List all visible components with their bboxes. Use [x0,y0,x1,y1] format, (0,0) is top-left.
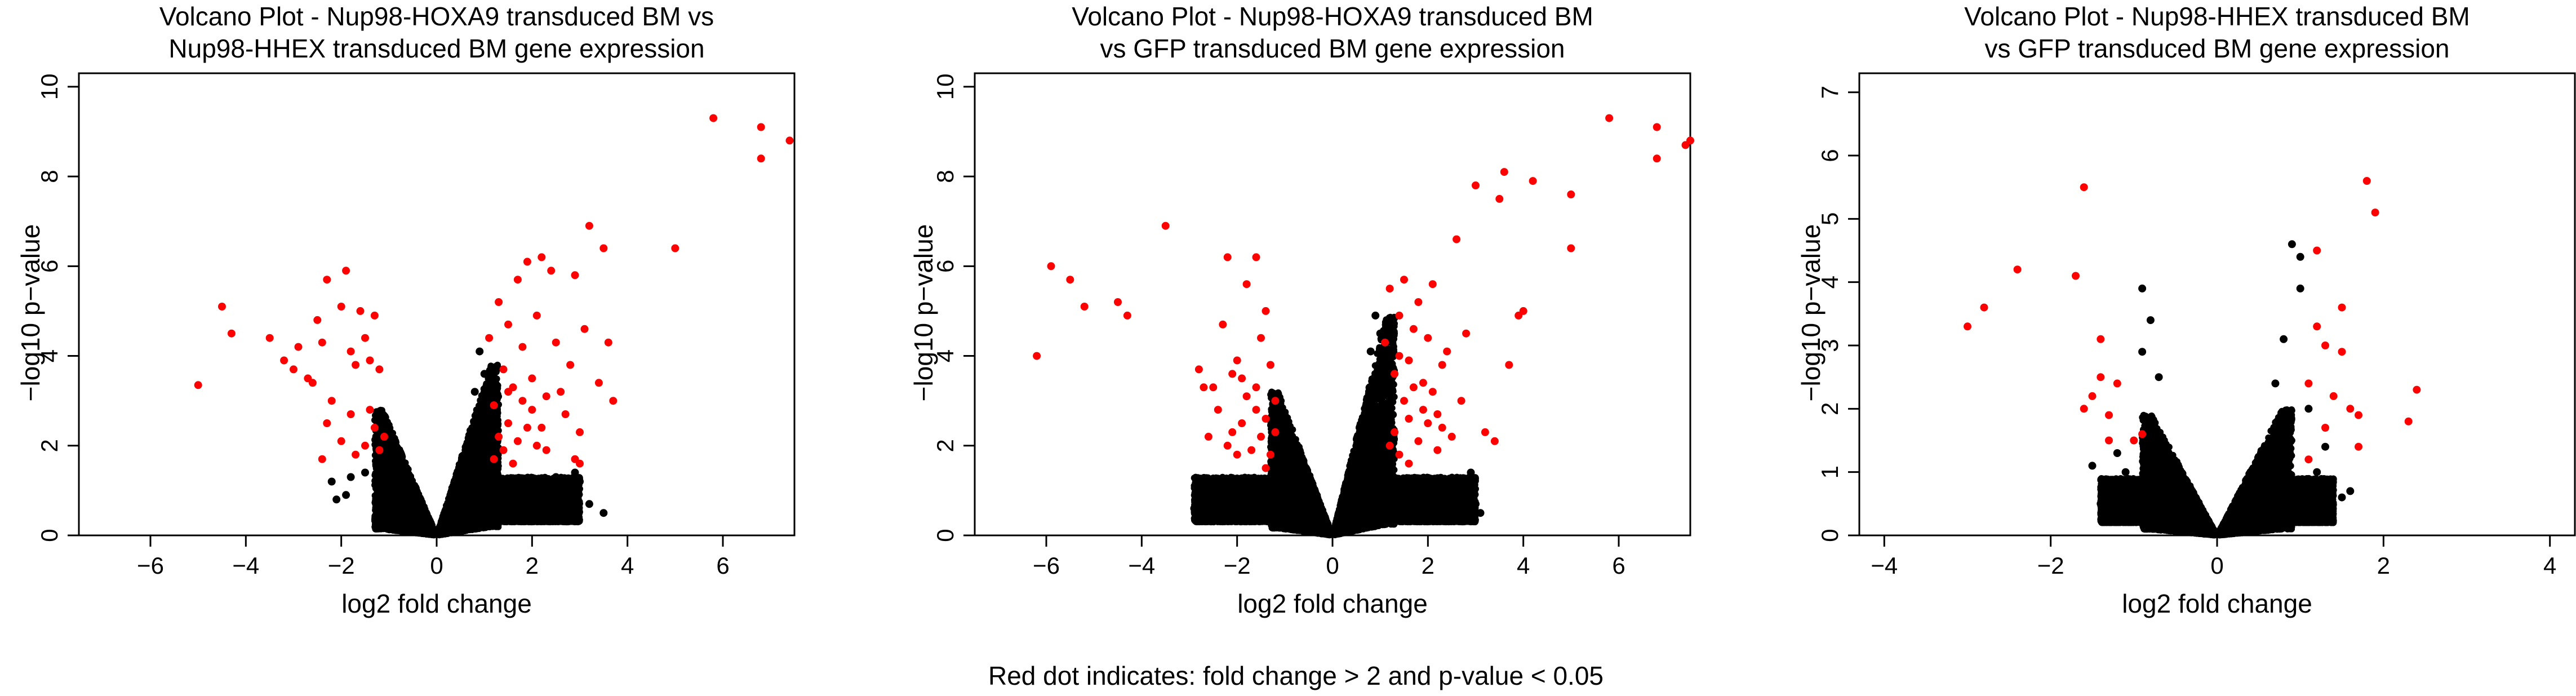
bulk-point [375,507,382,515]
bulk-point [376,524,384,531]
bulk-point [378,408,385,415]
bulk-point [383,477,390,484]
bulk-point [385,467,392,474]
y-tick-label: 4 [36,349,63,362]
bulk-point [380,500,388,508]
bulk-point [402,486,409,494]
bulk-point [401,473,408,480]
bulk-point [372,414,380,421]
bulk-point [391,472,398,480]
bulk-point [397,460,404,467]
bulk-point [377,481,384,488]
bulk-point [396,525,402,533]
panel-1-title-line-1: Volcano Plot - Nup98-HOXA9 transduced BM… [159,2,714,31]
bulk-point [387,455,394,462]
bulk-point [410,488,416,495]
bulk-point [416,524,423,531]
x-tick-label: 4 [621,552,634,579]
bulk-point [390,511,397,518]
bulk-point [388,486,394,493]
bulk-point [413,504,420,512]
bulk-point [418,512,425,518]
bulk-point [392,500,399,507]
bulk-point [385,425,392,433]
panel-1-plot-area: −6 −4 −2 0 2 4 6 0 2 4 6 8 10 [36,72,796,579]
bulk-point [406,508,414,516]
bulk-point [398,503,406,510]
x-tick-label: −4 [232,552,259,579]
bulk-point [379,423,386,431]
bulk-point [384,493,392,500]
bulk-point [372,458,379,465]
bulk-point [373,435,380,442]
volcano-panel-1: Volcano Plot - Nup98-HOXA9 transduced BM… [16,2,796,618]
y-tick-label: 6 [36,260,63,273]
x-tick-label: 6 [716,552,729,579]
x-tick-label: 2 [526,552,539,579]
bulk-point [388,438,396,445]
bulk-point [389,520,396,527]
bulk-point [393,491,400,499]
panel-1-title-line-2: Nup98-HHEX transduced BM gene expression [168,34,704,63]
bulk-point [392,449,399,456]
bulk-point [375,493,382,500]
bulk-point [383,515,390,522]
y-tick-label: 0 [36,529,63,542]
x-tick-label: −6 [137,552,164,579]
bulk-point [409,521,416,529]
x-tick-label: 0 [430,552,443,579]
y-tick-label: 2 [36,439,63,452]
x-tick-label: −2 [328,552,355,579]
y-tick-label: 8 [36,170,63,183]
y-tick-label: 10 [36,74,63,100]
bulk-point [377,467,385,473]
bulk-point [381,459,388,466]
